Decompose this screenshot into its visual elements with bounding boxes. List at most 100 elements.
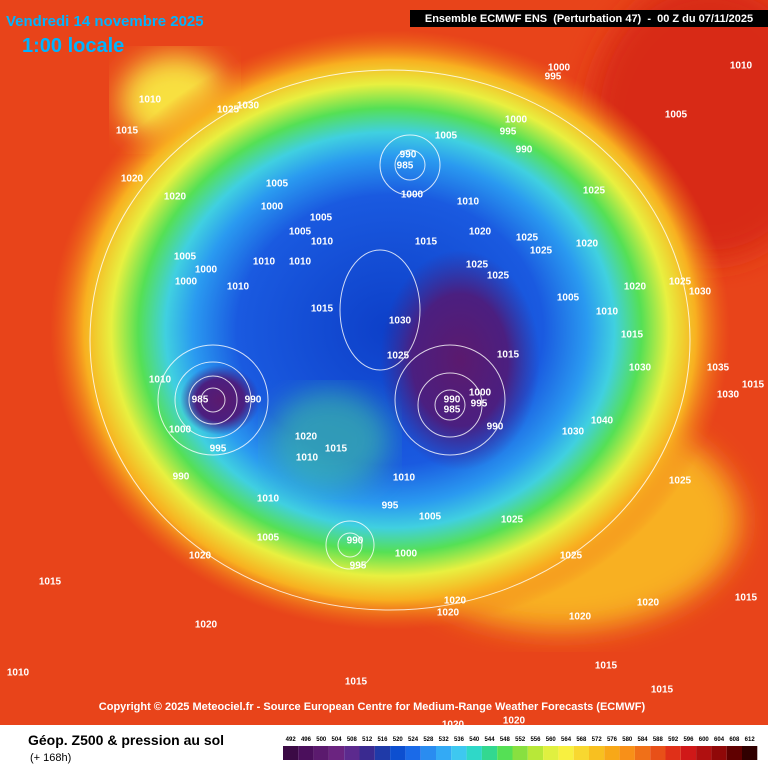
colorbar-swatch	[512, 746, 528, 760]
isobar-label: 1005	[289, 227, 312, 238]
isobar-label: 1005	[435, 131, 458, 142]
isobar-label: 1005	[257, 533, 280, 544]
isobar-label: 1025	[387, 351, 410, 362]
colorbar-swatch	[665, 746, 681, 760]
colorbar-label: 492	[286, 737, 297, 743]
isobar-label: 985	[192, 395, 209, 406]
isobar-label: 1010	[457, 197, 480, 208]
isobar-label: 995	[382, 501, 399, 512]
isobar-label: 1020	[195, 620, 218, 631]
colorbar-swatch	[374, 746, 391, 760]
colorbar-label: 556	[530, 737, 541, 743]
isobar-label: 1010	[289, 257, 312, 268]
colorbar-swatch	[696, 746, 712, 760]
isobar-label: 1000	[548, 63, 571, 74]
isobar-label: 1010	[7, 668, 30, 679]
isobar-label: 1020	[164, 192, 187, 203]
colorbar-label: 572	[592, 737, 603, 743]
isobar-label: 1010	[730, 61, 753, 72]
map: Ensemble ECMWF ENS (Perturbation 47) - 0…	[0, 0, 768, 731]
colorbar-label: 560	[546, 737, 557, 743]
colorbar-label: 608	[729, 737, 740, 743]
isobar-label: 1015	[311, 304, 334, 315]
isobar-label: 1020	[121, 174, 144, 185]
isobar-label: 1025	[501, 515, 524, 526]
colorbar-swatch	[711, 746, 727, 760]
isobar-label: 1020	[469, 227, 492, 238]
isobar-label: 1020	[189, 551, 212, 562]
colorbar-label: 504	[332, 737, 343, 743]
isobar-label: 1030	[629, 363, 652, 374]
colorbar-label: 548	[500, 737, 511, 743]
ridge	[270, 390, 390, 490]
isobar-label: 1015	[325, 444, 348, 455]
isobar-label: 985	[397, 161, 414, 172]
colorbar-swatch	[420, 746, 436, 760]
isobar-label: 990	[400, 150, 417, 161]
isobar-label: 1025	[516, 233, 539, 244]
isobar-label: 1000	[505, 115, 528, 126]
colorbar-swatch	[634, 746, 651, 760]
isobar-label: 1020	[576, 239, 599, 250]
isobar-label: 990	[516, 145, 533, 156]
isobar-label: 995	[350, 561, 367, 572]
colorbar-label: 588	[653, 737, 664, 743]
colorbar-swatch	[481, 746, 498, 760]
isobar-label: 1030	[689, 287, 712, 298]
colorbar: 492 496 500 504 508 512 516 520 524 528 532 536 540 5…	[283, 737, 758, 760]
isobar-label: 1015	[497, 350, 520, 361]
isobar-label: 1020	[442, 720, 465, 731]
colorbar-label: 600	[699, 737, 710, 743]
isobar-label: 1025	[217, 105, 240, 116]
isobar-label: 1025	[530, 246, 553, 257]
colorbar-label: 500	[316, 737, 327, 743]
colorbar-label: 612	[745, 737, 756, 743]
isobar-label: 1030	[389, 316, 412, 327]
isobar-label: 1020	[444, 596, 467, 607]
colorbar-label: 576	[607, 737, 618, 743]
isobar-label: 1025	[669, 277, 692, 288]
isobar-label: 1015	[116, 126, 139, 137]
isobar-label: 1015	[415, 237, 438, 248]
colorbar-label: 508	[347, 737, 358, 743]
isobar-label: 990	[347, 536, 364, 547]
isobar-label: 1030	[237, 101, 260, 112]
colorbar-label: 540	[469, 737, 480, 743]
colorbar-swatch	[451, 746, 467, 760]
isobar-label: 1000	[395, 549, 418, 560]
isobar-label: 1005	[174, 252, 197, 263]
colorbar-swatch	[604, 746, 620, 760]
colorbar-swatch	[313, 746, 329, 760]
colorbar-swatch	[573, 746, 589, 760]
isobar-label: 1005	[419, 512, 442, 523]
colorbar-swatch	[589, 746, 605, 760]
colorbar-label: 516	[377, 737, 388, 743]
isobar-label: 1020	[637, 598, 660, 609]
isobar-label: 1015	[621, 330, 644, 341]
time: 1:00 locale	[22, 35, 124, 57]
model-box	[410, 10, 768, 27]
isobar-label: 990	[245, 395, 262, 406]
colorbar-swatch	[359, 746, 375, 760]
colorbar-label: 596	[683, 737, 694, 743]
isobar-label: 1035	[707, 363, 730, 374]
isobar-label: 995	[210, 444, 227, 455]
isobar-label: 1025	[560, 551, 583, 562]
colorbar-swatch	[436, 746, 452, 760]
isobar-label: 1010	[311, 237, 334, 248]
colorbar-label: 520	[393, 737, 404, 743]
isobar-label: 1000	[261, 202, 284, 213]
colorbar-swatch	[344, 746, 360, 760]
colorbar-swatch	[558, 746, 574, 760]
isobar-label: 1000	[169, 425, 192, 436]
isobar-labels: 1010102510301015102010201005100010051005…	[7, 61, 765, 731]
isobar-label: 1010	[257, 494, 280, 505]
isobar-label: 995	[500, 127, 517, 138]
colorbar-label: 604	[714, 737, 725, 743]
colorbar-swatch	[726, 746, 742, 760]
colorbar-swatch	[543, 746, 559, 760]
colorbar-label: 512	[362, 737, 373, 743]
colorbar-label: 524	[408, 737, 419, 743]
colorbar-label: 552	[515, 737, 526, 743]
